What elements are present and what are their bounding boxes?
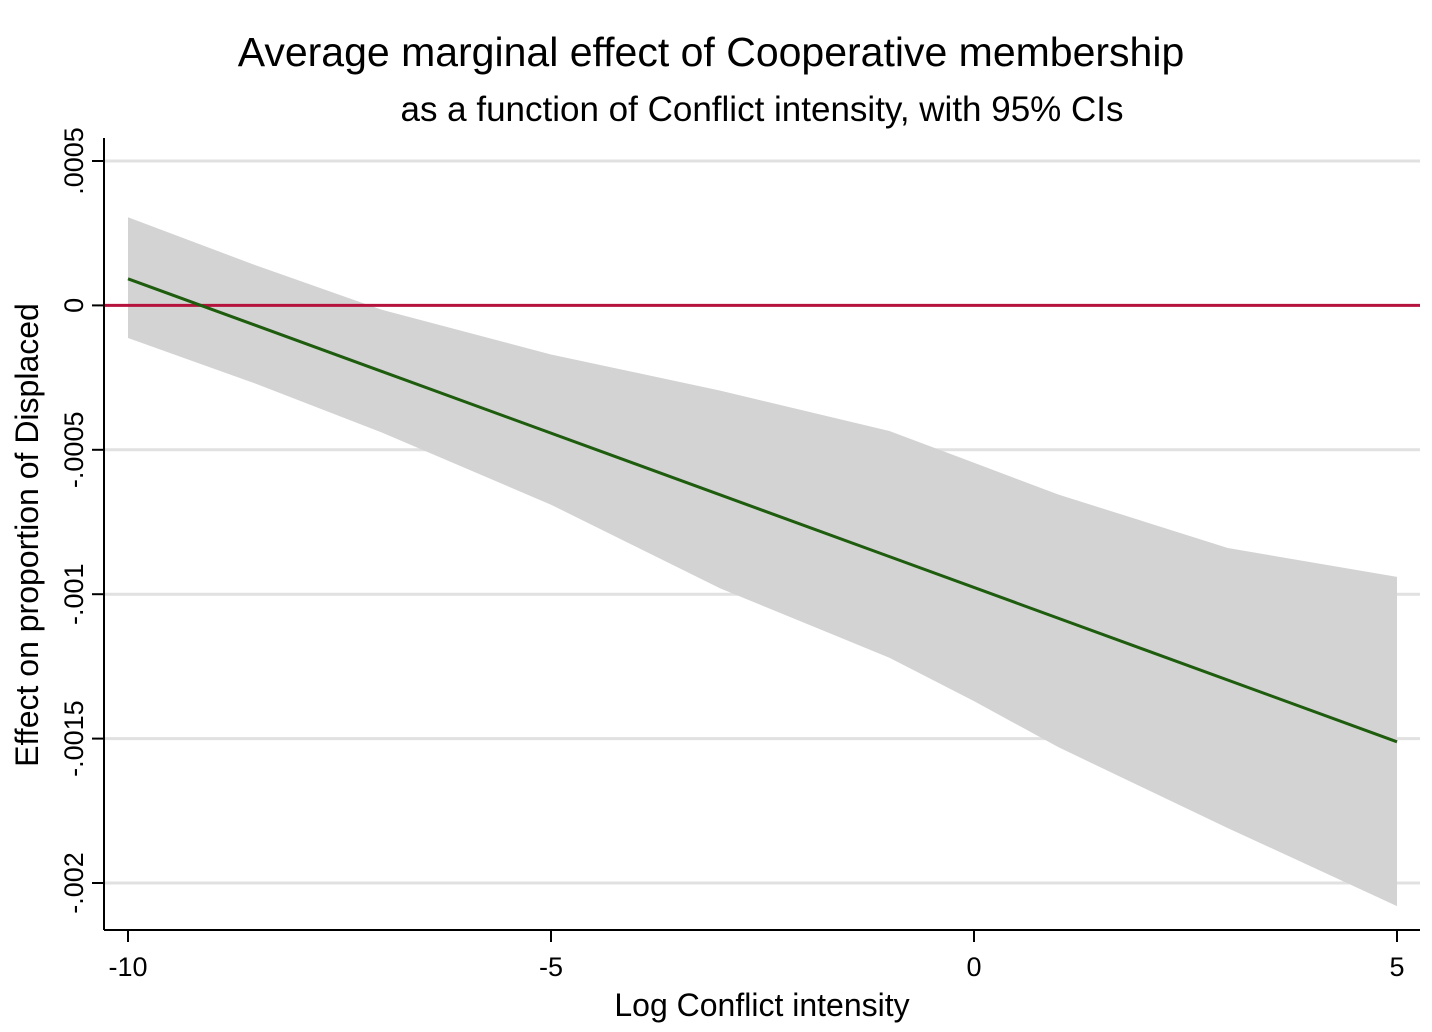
y-tick-label: 0 (59, 298, 89, 313)
x-tick-label: 5 (1389, 952, 1404, 982)
chart-title: Average marginal effect of Cooperative m… (238, 29, 1185, 75)
y-tick-label: -.0005 (59, 412, 89, 489)
y-tick-label: -.002 (59, 852, 89, 914)
ci-band-layer (128, 217, 1397, 907)
series-layer (127, 277, 1398, 744)
y-tick-label: .0005 (59, 127, 89, 195)
marginal-effect-line (127, 277, 1398, 744)
y-tick-label: -.0015 (59, 700, 89, 777)
axis-layer: .0005 0 -.0005 -.001 -.0015 -.002 -10 -5 0 5 (59, 127, 1420, 982)
x-axis-title: Log Conflict intensity (614, 987, 909, 1023)
chart-subtitle: as a function of Conflict intensity, wit… (400, 90, 1123, 129)
x-tick-label: 0 (966, 952, 981, 982)
x-tick-label: -10 (108, 952, 147, 982)
ci-band (128, 217, 1397, 907)
x-tick-label: -5 (539, 952, 563, 982)
y-axis-title: Effect on proportion of Displaced (9, 303, 45, 767)
y-tick-label: -.001 (59, 563, 89, 625)
